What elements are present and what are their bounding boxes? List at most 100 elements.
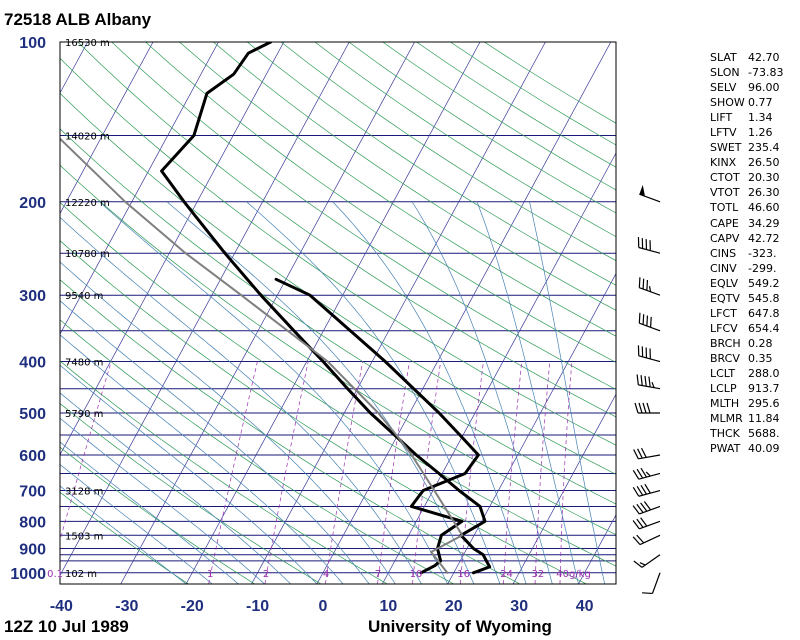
index-row: EQTV 545.8 — [710, 291, 783, 306]
wind-barb-shaft — [641, 554, 661, 568]
wind-barb — [634, 402, 660, 414]
dry-adiabat-line — [60, 92, 616, 475]
pressure-tick-label: 500 — [19, 406, 46, 423]
index-name: CTOT — [710, 171, 740, 185]
isotherm-line — [0, 42, 22, 584]
temperature-tick-label: 40 — [576, 598, 594, 615]
wind-barb-feather — [636, 503, 644, 513]
observation-time: 12Z 10 Jul 1989 — [4, 617, 129, 636]
index-name: LIFT — [710, 111, 733, 125]
mixing-ratio-line — [208, 361, 258, 584]
index-name: CAPV — [710, 231, 740, 245]
index-value: 913.7 — [748, 382, 780, 396]
mixing-ratio-line — [534, 361, 551, 584]
isotherm-line — [60, 42, 285, 456]
wind-barb-feather — [632, 520, 640, 530]
wind-barb-shaft — [638, 355, 661, 363]
wind-barb — [639, 184, 661, 203]
mixing-ratio-label: 7 — [375, 569, 381, 580]
wind-barb-feather — [637, 448, 643, 459]
index-value: -323. — [748, 246, 777, 260]
index-value: -73.83 — [748, 66, 784, 80]
station-title: 72518 ALB Albany — [4, 10, 152, 29]
wind-barb-feather — [650, 316, 652, 328]
index-name: BRCH — [710, 336, 741, 350]
isotherm-line — [447, 272, 616, 584]
height-label: 14020 m — [65, 131, 110, 142]
mixing-ratio-line — [264, 361, 309, 584]
wind-barb-feather — [632, 487, 640, 497]
index-row: CAPE 34.29 — [710, 216, 783, 231]
moist-adiabat-line — [60, 364, 318, 584]
height-label: 7480 m — [65, 358, 103, 369]
height-label: 1503 m — [65, 531, 103, 542]
index-value: 654.4 — [748, 321, 780, 335]
index-row: THCK 5688. — [710, 426, 783, 441]
index-value: 11.84 — [748, 412, 780, 426]
index-row: MLMR 11.84 — [710, 411, 783, 426]
dry-adiabat-line — [60, 491, 189, 584]
dry-adiabat-line — [60, 240, 587, 584]
index-name: LCLP — [710, 382, 737, 396]
index-value: 46.60 — [748, 201, 780, 215]
index-name: SLON — [710, 66, 740, 80]
wind-barb-feather — [648, 285, 652, 292]
moist-adiabat-line — [99, 201, 449, 584]
height-label: 3128 m — [65, 487, 103, 498]
index-name: CINV — [710, 261, 737, 275]
wind-barb-feather — [640, 375, 643, 386]
isotherm-line — [185, 42, 481, 584]
mixing-ratio-label: 24 — [500, 569, 513, 580]
wind-barb — [632, 534, 661, 546]
index-name: BRCV — [710, 351, 740, 365]
index-row: SLON -73.83 — [710, 65, 783, 80]
wind-barb-feather — [639, 562, 646, 566]
pressure-tick-label: 100 — [19, 35, 46, 52]
height-label: 102 m — [65, 569, 97, 580]
mixing-ratio-label: 40g/kg — [556, 569, 591, 580]
index-row: SHOW 0.77 — [710, 95, 783, 110]
index-value: 1.26 — [748, 126, 773, 140]
index-name: SLAT — [710, 51, 737, 64]
index-row: VTOT 26.30 — [710, 185, 783, 200]
wind-barb-feather — [632, 536, 641, 545]
wind-barb-feather — [636, 468, 644, 479]
index-value: 42.72 — [748, 231, 780, 245]
dry-adiabat-line — [60, 202, 616, 567]
moist-adiabat-line — [60, 485, 187, 584]
index-name: CAPE — [710, 216, 739, 230]
wind-barb-feather — [634, 402, 639, 414]
index-row: LCLT 288.0 — [710, 366, 783, 381]
index-name: LFTV — [710, 126, 737, 140]
index-row: CTOT 20.30 — [710, 170, 783, 185]
dry-adiabat-line — [145, 42, 616, 363]
index-row: BRCV 0.35 — [710, 351, 783, 366]
index-value: 40.09 — [748, 442, 780, 456]
index-row: LIFT 1.34 — [710, 110, 783, 125]
wind-barb-feather — [640, 484, 647, 495]
wind-barb-feather — [636, 374, 639, 385]
index-name: VTOT — [710, 186, 740, 200]
wind-barb-shaft — [651, 572, 661, 594]
height-label: 16530 m — [65, 38, 110, 49]
wind-barb-feather — [643, 501, 652, 511]
height-label: 9540 m — [65, 291, 103, 302]
moist-adiabat-line — [332, 201, 527, 584]
height-label: 10780 m — [65, 249, 110, 260]
wind-barb-feather — [638, 277, 641, 288]
index-name: EQTV — [710, 291, 740, 305]
wind-barb-feather — [640, 467, 647, 478]
wind-barb — [633, 447, 661, 460]
dry-adiabat-line — [60, 360, 388, 584]
temperature-tick-label: -20 — [181, 598, 204, 615]
wind-barb-feather — [642, 402, 647, 414]
pressure-tick-label: 900 — [19, 541, 46, 558]
isotherm-line — [251, 42, 546, 584]
temperature-tick-label: 0 — [319, 598, 328, 615]
moist-adiabat-line — [60, 300, 370, 584]
index-name: SWET — [710, 141, 742, 155]
pressure-tick-label: 800 — [19, 514, 46, 531]
mixing-ratio-line — [60, 361, 112, 542]
index-value: 26.50 — [748, 156, 780, 170]
mixing-ratio-line — [412, 361, 442, 584]
